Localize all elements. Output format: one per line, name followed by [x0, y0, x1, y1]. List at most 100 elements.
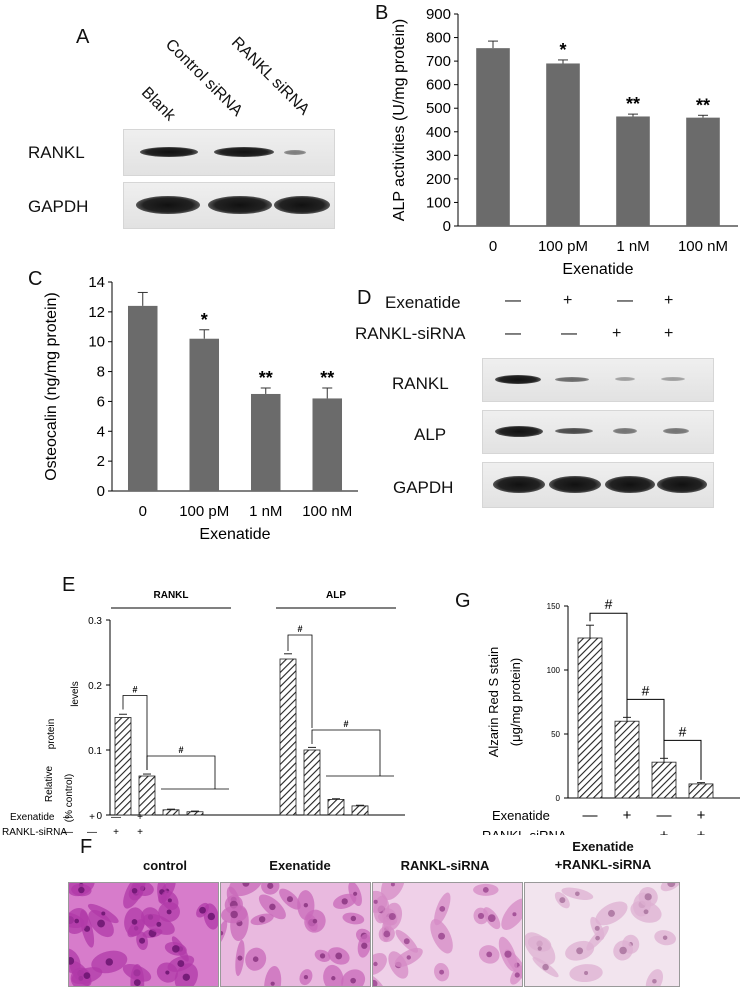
cell-nucleus [487, 914, 496, 922]
cell-nucleus [303, 902, 309, 908]
group-label: ALP [326, 590, 346, 601]
condition-label: RANKL-siRNA [2, 827, 67, 835]
cell-nucleus [207, 912, 215, 921]
y-tick-label: 300 [426, 147, 451, 164]
significance-bracket [146, 755, 216, 789]
bar [651, 761, 677, 799]
cell-nucleus [575, 891, 580, 897]
chart-alizarin-red: 0 50 100 150 Alzarin Red S stain (μg/mg prote… [482, 596, 740, 835]
blot-label-rankl: RANKL [392, 374, 449, 393]
x-tick-label: 100 pM [179, 503, 229, 520]
condition-sign: + [113, 827, 119, 835]
cell-nucleus [537, 946, 542, 951]
cell-nucleus [644, 893, 652, 901]
blot-band [140, 147, 198, 157]
y-tick-label: 4 [97, 423, 105, 440]
y-tick-label: 0.3 [88, 616, 102, 627]
condition-sign: + [697, 807, 706, 824]
cell-nucleus [230, 910, 238, 919]
cell-nucleus [312, 918, 318, 924]
cell-nucleus [662, 935, 668, 940]
cell-nucleus [221, 930, 224, 936]
significance-mark: * [201, 310, 208, 330]
bar [303, 749, 321, 816]
y-tick-label: 100 [426, 194, 451, 211]
blot-band [493, 476, 545, 493]
cell-nucleus [97, 919, 105, 928]
sign: + [563, 292, 573, 309]
bar [189, 338, 220, 491]
y-tick-label: 900 [426, 6, 451, 23]
cell-nucleus [331, 976, 336, 981]
significance-bracket [626, 698, 665, 759]
cell-nucleus [439, 906, 446, 912]
caption-exenatide-rankl-sirna: Exenatide +RANKL-siRNA [554, 839, 652, 872]
significance-bracket [663, 739, 702, 780]
cell-nucleus [165, 970, 170, 975]
caption-exenatide: Exenatide [269, 858, 331, 873]
cell-nucleus [542, 963, 549, 971]
caption-rankl-sirna: RANKL-siRNA [400, 858, 490, 873]
blot-band [615, 377, 635, 381]
y-axis-title-line: Alzarin Red S stain [486, 647, 501, 758]
significance-mark: ** [626, 94, 640, 114]
condition-sign: — [620, 827, 635, 835]
significance-bracket [311, 729, 381, 776]
condition-sign: + [89, 812, 95, 823]
cell-nucleus [388, 912, 396, 921]
blot-label-gapdh-d: GAPDH [393, 478, 454, 497]
significance-mark: # [605, 596, 613, 612]
panel-f-label: F [80, 836, 93, 858]
sign: — [505, 292, 521, 309]
y-tick-label: 800 [426, 30, 451, 47]
significance-mark: # [297, 624, 302, 634]
y-tick-label: 0 [97, 483, 105, 500]
cell-nucleus [373, 899, 378, 904]
bar [312, 398, 343, 491]
y-axis-title-line: (% control) [64, 774, 75, 822]
y-tick-label: 600 [426, 77, 451, 94]
blot-band [274, 196, 330, 214]
cell-nucleus [406, 955, 411, 960]
y-tick-label: 0.1 [88, 746, 102, 757]
y-axis-title-line: (μg/mg protein) [508, 658, 523, 746]
panel-c-label: C [28, 268, 43, 290]
cell-nucleus [607, 909, 615, 917]
blot-label-gapdh: GAPDH [28, 197, 89, 216]
bar [138, 775, 156, 816]
bar [250, 393, 281, 491]
chart-relative-protein-levels: 0 0.1 0.2 0.3 Relative protein levels (% contro… [2, 590, 405, 835]
y-tick-label: 0 [96, 811, 102, 822]
cell-nucleus [514, 972, 520, 978]
cell-nucleus [139, 937, 146, 944]
blot-band [214, 147, 274, 157]
x-tick-label: 100 nM [678, 238, 728, 255]
blot-band [657, 476, 707, 493]
bar [279, 658, 297, 816]
condition-sign: + [623, 807, 632, 824]
cell-nucleus [182, 973, 190, 981]
group-label: RANKL [154, 590, 189, 601]
bar [616, 116, 650, 226]
significance-bracket [287, 634, 313, 728]
cell-nucleus [270, 981, 275, 986]
blot-label-alp: ALP [414, 425, 447, 444]
panel-e-label: E [62, 574, 76, 596]
blot-band [613, 428, 637, 434]
cell-nucleus [383, 930, 391, 938]
cell-nucleus [105, 958, 114, 966]
cell-nucleus [584, 971, 589, 976]
condition-sign: + [137, 812, 143, 823]
cell-nucleus [390, 883, 395, 887]
condition-sign: + [660, 827, 669, 835]
western-blot-rankl [123, 129, 335, 176]
cell-nucleus [373, 961, 378, 967]
significance-mark: # [178, 745, 183, 755]
cell-nucleus [74, 918, 80, 924]
cell-nucleus [439, 969, 445, 975]
cell-nucleus [131, 887, 138, 894]
chart-alp-activities: 0 100 200 300 400 500 600 700 800 900 0 * 100 pM ** 1 … [391, 6, 738, 278]
panel-a-label: A [76, 26, 90, 48]
x-tick-label: 100 nM [302, 503, 352, 520]
cell-nucleus [83, 972, 91, 979]
